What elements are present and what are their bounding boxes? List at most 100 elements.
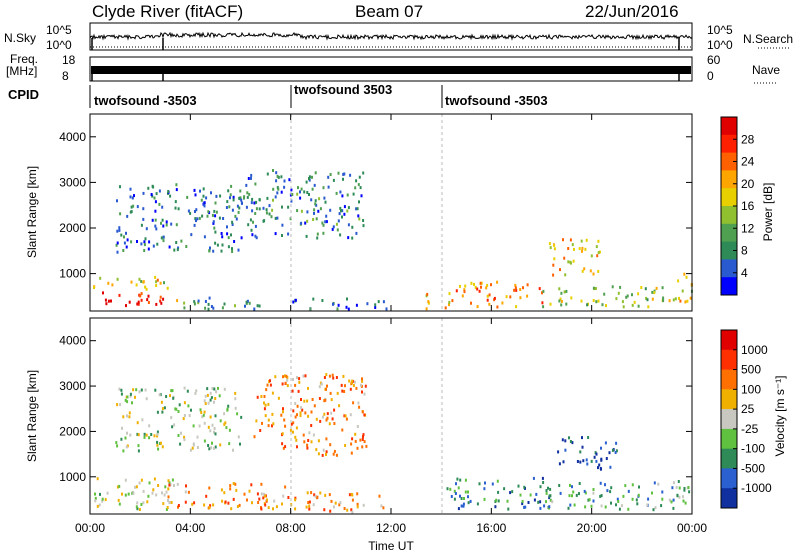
power-data-cell xyxy=(126,238,129,242)
power-data-cell xyxy=(513,288,516,292)
power-data-cell xyxy=(238,206,241,210)
velocity-data-cell xyxy=(143,432,146,436)
power-data-cell xyxy=(116,199,118,203)
velocity-data-cell xyxy=(683,488,686,492)
velocity-data-cell xyxy=(330,411,333,415)
velocity-data-cell xyxy=(361,438,364,441)
cpid-label: CPID xyxy=(8,87,39,102)
power-data-cell xyxy=(210,191,212,195)
power-data-cell xyxy=(226,200,229,204)
velocity-data-cell xyxy=(251,501,253,505)
power-data-cell xyxy=(668,299,671,303)
power-data-cell xyxy=(541,301,544,305)
velocity-data-cell xyxy=(147,494,150,498)
velocity-data-cell xyxy=(569,440,572,443)
velocity-data-cell xyxy=(361,445,364,449)
power-data-cell xyxy=(246,299,249,303)
power-data-cell xyxy=(316,232,319,236)
power-data-cell xyxy=(271,208,274,212)
velocity-data-cell xyxy=(324,493,327,497)
power-data-cell xyxy=(253,201,256,205)
velocity-data-cell xyxy=(290,422,293,426)
velocity-data-cell xyxy=(260,507,263,511)
power-data-cell xyxy=(569,260,572,264)
power-data-cell xyxy=(299,196,302,200)
power-data-cell xyxy=(197,301,200,305)
velocity-data-cell xyxy=(459,478,462,482)
velocity-colorbar-segment xyxy=(721,448,737,469)
power-data-cell xyxy=(558,299,561,303)
power-data-cell xyxy=(611,285,614,289)
velocity-data-cell xyxy=(184,500,187,504)
velocity-data-cell xyxy=(148,436,151,440)
velocity-data-cell xyxy=(148,481,151,485)
power-colorbar-segment xyxy=(721,170,737,189)
velocity-data-cell xyxy=(597,466,599,470)
velocity-data-cell xyxy=(229,484,232,488)
velocity-data-cell xyxy=(104,498,107,502)
power-data-cell xyxy=(227,245,230,249)
velocity-data-cell xyxy=(204,402,207,405)
velocity-data-cell xyxy=(126,431,128,435)
power-data-cell xyxy=(322,231,325,235)
velocity-data-cell xyxy=(532,476,535,480)
power-data-cell xyxy=(199,189,201,193)
power-data-cell xyxy=(357,214,360,218)
velocity-data-cell xyxy=(213,430,215,434)
velocity-data-cell xyxy=(203,410,206,414)
power-data-cell xyxy=(313,183,316,187)
velocity-data-cell xyxy=(359,383,362,387)
power-data-cell xyxy=(160,301,163,305)
freq-panel: Freq. [MHz] 18 8 60 0 Nave xyxy=(6,52,780,84)
power-data-cell xyxy=(342,177,344,181)
power-data-cell xyxy=(490,283,492,287)
velocity-data-cell xyxy=(539,506,542,510)
velocity-data-cell xyxy=(118,484,121,488)
velocity-data-cell xyxy=(584,491,587,495)
power-data-cell xyxy=(455,289,458,293)
power-colorbar-segment xyxy=(721,241,737,260)
velocity-data-cell xyxy=(296,413,298,417)
power-data-cell xyxy=(198,216,201,220)
velocity-data-cell xyxy=(137,449,140,453)
power-data-cell xyxy=(329,208,332,212)
velocity-data-cell xyxy=(325,387,327,391)
power-data-cell xyxy=(589,269,592,273)
velocity-data-cell xyxy=(129,392,132,396)
velocity-data-cell xyxy=(453,489,456,493)
power-data-cell xyxy=(509,295,512,299)
velocity-data-cell xyxy=(330,499,333,503)
velocity-data-cell xyxy=(303,440,306,444)
velocity-data-cell xyxy=(203,399,206,403)
velocity-data-cell xyxy=(323,376,326,379)
power-data-cell xyxy=(111,283,114,287)
velocity-data-cell xyxy=(296,445,298,449)
velocity-data-cell xyxy=(299,414,302,418)
velocity-data-cell xyxy=(187,404,190,408)
velocity-data-cell xyxy=(161,407,164,411)
power-data-cell xyxy=(296,192,299,196)
power-data-cell xyxy=(274,232,277,236)
velocity-data-cell xyxy=(595,459,598,463)
velocity-data-cell xyxy=(167,499,169,502)
power-data-cell xyxy=(221,235,224,239)
power-data-cell xyxy=(176,299,179,303)
velocity-data-cell xyxy=(281,442,284,446)
velocity-data-cell xyxy=(206,387,209,391)
velocity-data-cell xyxy=(120,388,123,392)
power-data-cell xyxy=(317,209,320,213)
velocity-data-cell xyxy=(190,408,192,412)
power-data-cell xyxy=(570,296,573,300)
velocity-data-cell xyxy=(296,404,299,408)
velocity-data-cell xyxy=(362,503,365,507)
power-data-cell xyxy=(631,303,634,307)
power-data-cell xyxy=(321,299,324,302)
power-data-cell xyxy=(327,175,330,179)
power-data-cell xyxy=(305,180,308,184)
velocity-data-cell xyxy=(517,484,520,488)
velocity-data-cell xyxy=(346,508,349,512)
velocity-data-cell xyxy=(282,407,284,411)
velocity-data-cell xyxy=(177,504,180,507)
velocity-data-cell xyxy=(230,507,233,511)
cpid-segment-3: twofsound -3503 xyxy=(445,93,548,108)
